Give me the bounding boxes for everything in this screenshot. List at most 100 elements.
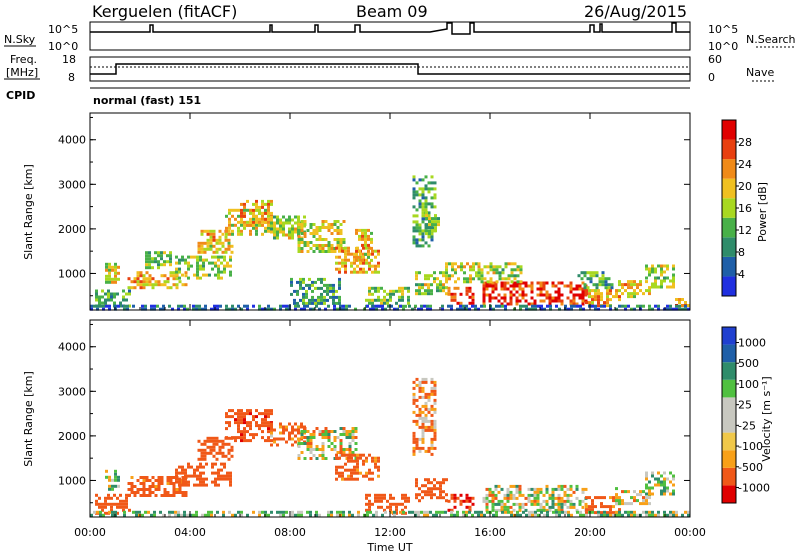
- radar-cell: [594, 289, 597, 293]
- radar-cell: [482, 496, 486, 500]
- radar-cell: [132, 304, 135, 308]
- radar-cell: [145, 257, 148, 261]
- radar-cell: [453, 496, 457, 500]
- radar-cell: [225, 226, 228, 230]
- radar-cell: [145, 277, 149, 281]
- radar-cell: [431, 223, 434, 227]
- radar-cell: [392, 289, 395, 293]
- radar-cell: [411, 307, 414, 311]
- radar-cell: [113, 493, 116, 497]
- radar-cell: [415, 226, 419, 230]
- radar-cell: [563, 493, 567, 497]
- radar-cell: [323, 298, 326, 302]
- radar-cell: [234, 418, 237, 422]
- radar-cell: [327, 436, 331, 439]
- radar-cell: [130, 488, 134, 491]
- radar-cell: [436, 277, 439, 281]
- radar-cell: [524, 508, 528, 512]
- radar-cell: [228, 415, 231, 419]
- radar-cell: [297, 428, 300, 432]
- power-colorbar-tick-label: 16: [738, 202, 752, 215]
- radar-cell: [415, 208, 419, 212]
- radar-cell: [427, 493, 430, 497]
- radar-cell: [600, 511, 603, 515]
- radar-cell: [491, 296, 495, 300]
- radar-cell: [494, 496, 498, 500]
- radar-cell: [424, 425, 428, 429]
- radar-cell: [200, 241, 204, 245]
- radar-cell: [569, 505, 573, 509]
- radar-cell: [288, 434, 291, 438]
- radar-cell: [193, 468, 196, 472]
- radar-cell: [430, 389, 434, 393]
- radar-cell: [359, 258, 362, 262]
- radar-cell: [572, 502, 576, 506]
- radar-cell: [249, 232, 252, 236]
- radar-cell: [415, 413, 419, 417]
- radar-cell: [187, 474, 190, 478]
- radar-cell: [350, 456, 353, 460]
- radar-cell: [358, 237, 361, 241]
- radar-cell: [214, 480, 217, 484]
- radar-cell: [657, 276, 660, 280]
- radar-cell: [468, 295, 472, 299]
- radar-cell: [554, 487, 558, 491]
- radar-cell: [460, 268, 463, 272]
- radar-cell: [123, 304, 126, 308]
- radar-cell: [302, 286, 305, 290]
- radar-cell: [234, 223, 237, 227]
- radar-cell: [234, 513, 237, 517]
- radar-cell: [95, 295, 98, 299]
- radar-cell: [255, 226, 258, 230]
- radar-cell: [184, 474, 187, 478]
- radar-cell: [545, 508, 549, 512]
- radar-cell: [306, 304, 309, 308]
- radar-cell: [606, 513, 609, 517]
- radar-cell: [309, 433, 313, 436]
- radar-cell: [347, 474, 350, 478]
- radar-cell: [321, 250, 325, 253]
- radar-cell: [104, 502, 107, 506]
- radar-cell: [297, 439, 301, 442]
- radar-cell: [291, 224, 294, 228]
- radar-cell: [570, 307, 573, 311]
- radar-cell: [604, 280, 608, 284]
- radar-cell: [648, 496, 651, 500]
- radar-cell: [412, 446, 416, 450]
- radar-cell: [462, 510, 465, 514]
- radar-cell: [366, 304, 369, 308]
- radar-cell: [648, 267, 651, 271]
- radar-cell: [246, 412, 249, 416]
- radar-cell: [524, 281, 528, 285]
- radar-cell: [243, 304, 246, 308]
- radar-cell: [424, 184, 428, 188]
- radar-cell: [421, 283, 424, 287]
- radar-cell: [418, 380, 422, 384]
- radar-cell: [267, 208, 270, 212]
- radar-cell: [460, 265, 463, 269]
- radar-cell: [450, 307, 453, 311]
- radar-cell: [117, 277, 120, 281]
- radar-cell: [317, 295, 320, 299]
- radar-cell: [525, 307, 528, 311]
- radar-cell: [597, 292, 600, 296]
- radar-cell: [648, 270, 651, 274]
- radar-cell: [267, 415, 270, 419]
- radar-cell: [430, 428, 434, 432]
- radar-cell: [654, 285, 657, 289]
- radar-cell: [220, 462, 223, 466]
- radar-cell: [336, 307, 339, 311]
- radar-cell: [297, 250, 301, 253]
- radar-cell: [306, 442, 310, 445]
- radar-cell: [551, 505, 555, 509]
- radar-cell: [342, 241, 346, 244]
- radar-cell: [354, 442, 358, 445]
- radar-cell: [145, 254, 148, 258]
- radar-cell: [90, 304, 93, 308]
- radar-cell: [615, 499, 618, 503]
- radar-cell: [421, 286, 424, 290]
- radar-cell: [255, 214, 258, 218]
- radar-cell: [273, 227, 276, 231]
- radar-cell: [450, 292, 454, 296]
- radar-cell: [459, 307, 462, 311]
